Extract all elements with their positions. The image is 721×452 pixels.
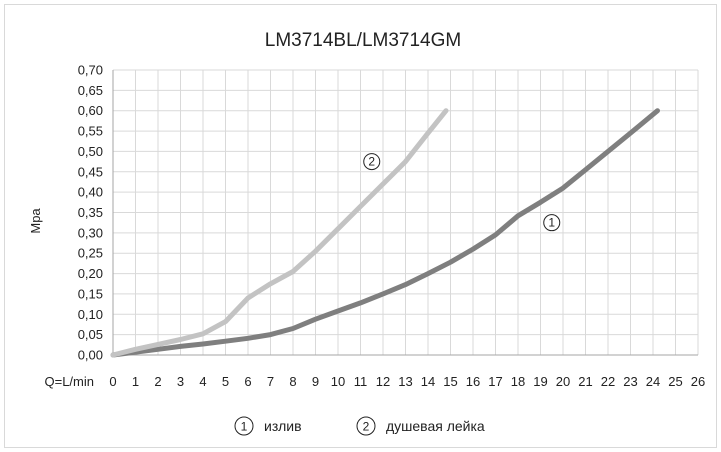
y-tick-label: 0,45 bbox=[78, 164, 103, 179]
y-tick-label: 0,70 bbox=[78, 63, 103, 78]
series-line-2 bbox=[110, 108, 449, 358]
y-tick-label: 0,05 bbox=[78, 327, 103, 342]
series-marker-circle bbox=[363, 153, 381, 171]
legend-marker-circle bbox=[234, 416, 254, 436]
x-tick-label: 24 bbox=[646, 374, 660, 389]
x-tick-label: 18 bbox=[511, 374, 525, 389]
x-tick-label: 20 bbox=[556, 374, 570, 389]
legend-entry-label: излив bbox=[264, 418, 302, 434]
chart-title: LM3714BL/LM3714GM bbox=[265, 30, 461, 51]
x-tick-label: 5 bbox=[222, 374, 229, 389]
x-tick-label: 22 bbox=[601, 374, 615, 389]
y-tick-label: 0,10 bbox=[78, 307, 103, 322]
y-axis-label: Mpa bbox=[28, 208, 43, 234]
y-tick-label: 0,55 bbox=[78, 124, 103, 139]
x-tick-label: 1 bbox=[132, 374, 139, 389]
legend-marker-number: 2 bbox=[363, 420, 370, 434]
legend-marker-circle bbox=[356, 416, 376, 436]
x-tick-label: 14 bbox=[421, 374, 435, 389]
legend-entry-label: душевая лейка bbox=[386, 418, 485, 434]
x-tick-label: 26 bbox=[691, 374, 705, 389]
x-axis-ticks: 0 1 2 3 4 5 6 7 8 9 10 11 12 13 14 15 16 17 18 19 20 21 22 23 24… bbox=[109, 374, 705, 389]
x-tick-label: 11 bbox=[354, 374, 368, 389]
series-marker-number: 2 bbox=[368, 155, 375, 169]
x-tick-label: 7 bbox=[267, 374, 274, 389]
y-tick-label: 0,15 bbox=[78, 286, 103, 301]
x-tick-label: 0 bbox=[109, 374, 116, 389]
y-tick-label: 0,65 bbox=[78, 83, 103, 98]
x-tick-label: 8 bbox=[289, 374, 296, 389]
axes bbox=[112, 70, 698, 356]
x-tick-label: 25 bbox=[668, 374, 682, 389]
y-tick-label: 0,40 bbox=[78, 185, 103, 200]
y-tick-label: 0,50 bbox=[78, 144, 103, 159]
x-tick-label: 4 bbox=[199, 374, 206, 389]
y-tick-label: 0,30 bbox=[78, 225, 103, 240]
y-tick-label: 0,00 bbox=[78, 348, 103, 363]
x-tick-label: 2 bbox=[154, 374, 161, 389]
y-tick-label: 0,35 bbox=[78, 205, 103, 220]
x-tick-label: 13 bbox=[398, 374, 412, 389]
x-tick-label: 21 bbox=[578, 374, 592, 389]
x-tick-label: 10 bbox=[331, 374, 345, 389]
x-tick-label: 16 bbox=[466, 374, 480, 389]
y-tick-label: 0,25 bbox=[78, 246, 103, 261]
legend: 1 излив 2 душевая лейка bbox=[234, 416, 485, 436]
x-tick-label: 17 bbox=[488, 374, 502, 389]
x-axis-label: Q=L/min bbox=[45, 374, 95, 389]
x-tick-label: 9 bbox=[312, 374, 319, 389]
series-marker-circle bbox=[543, 214, 561, 232]
x-tick-label: 19 bbox=[533, 374, 547, 389]
y-tick-label: 0,20 bbox=[78, 266, 103, 281]
series-line-1 bbox=[110, 108, 660, 358]
x-tick-label: 12 bbox=[376, 374, 390, 389]
series-marker-number: 1 bbox=[548, 216, 555, 230]
grid bbox=[113, 69, 699, 355]
x-tick-label: 6 bbox=[244, 374, 251, 389]
legend-marker-number: 1 bbox=[241, 420, 248, 434]
y-axis-ticks: 0,00 0,05 0,10 0,15 0,20 0,25 0,30 0,35 0,40 0,45… bbox=[78, 63, 103, 363]
series-lines bbox=[110, 108, 660, 358]
series-markers: 12 bbox=[363, 153, 561, 232]
x-tick-label: 23 bbox=[623, 374, 637, 389]
x-tick-label: 3 bbox=[177, 374, 184, 389]
y-tick-label: 0,60 bbox=[78, 103, 103, 118]
x-tick-label: 15 bbox=[443, 374, 457, 389]
